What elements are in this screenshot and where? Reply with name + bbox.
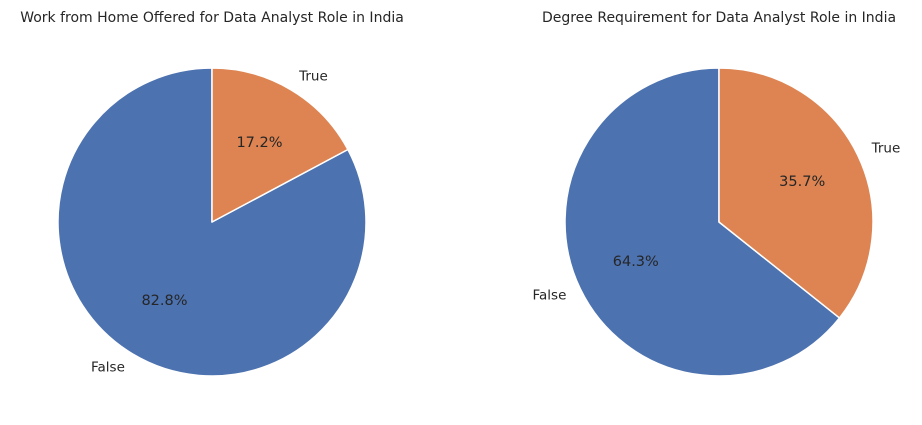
slice-category-label: True [871, 140, 901, 156]
slice-percent-label: 64.3% [613, 254, 659, 270]
pie-slices [57, 67, 367, 377]
slice-category-label: False [91, 359, 125, 375]
pie-chart-degree-requirement: Degree Requirement for Data Analyst Role… [533, 10, 901, 377]
chart-title: Work from Home Offered for Data Analyst … [20, 10, 404, 26]
pie-slice-true [211, 67, 349, 223]
pie-slice-false [564, 67, 841, 377]
slice-category-label: True [298, 69, 328, 85]
pie-labels: False 64.3% True 35.7% [533, 140, 901, 303]
slice-percent-label: 82.8% [141, 293, 187, 309]
pie-chart-work-from-home: Work from Home Offered for Data Analyst … [20, 10, 404, 377]
pie-slice-true [718, 67, 874, 319]
slice-percent-label: 35.7% [779, 174, 825, 190]
pie-slices [564, 67, 874, 377]
pie-labels: False 82.8% True 17.2% [91, 69, 328, 376]
chart-title: Degree Requirement for Data Analyst Role… [542, 10, 896, 26]
slice-percent-label: 17.2% [236, 135, 282, 151]
slice-category-label: False [533, 288, 567, 304]
